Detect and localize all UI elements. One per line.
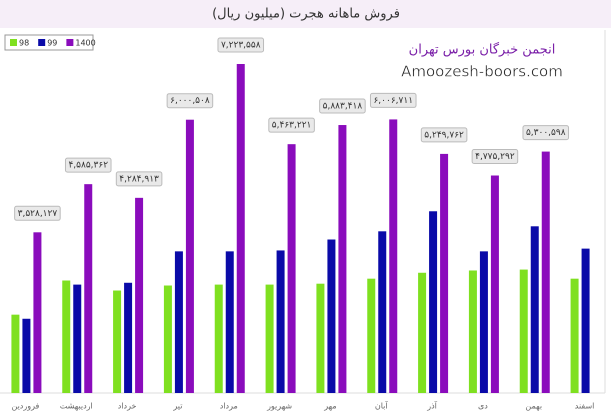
- legend-swatch: [10, 39, 17, 46]
- bar: [33, 232, 42, 393]
- value-label-box: [217, 37, 265, 53]
- x-tick-label: تیر: [172, 402, 182, 411]
- bar: [236, 64, 245, 393]
- bar: [490, 175, 499, 393]
- value-label: ۷,۲۲۳,۵۵۸: [221, 41, 261, 51]
- x-tick-label: مرداد: [220, 402, 238, 411]
- bar: [367, 278, 376, 393]
- bar: [316, 283, 325, 393]
- bar: [22, 318, 31, 393]
- legend-label: 1400: [75, 39, 95, 48]
- value-label: ۶,۰۰۰,۵۰۸: [170, 96, 210, 106]
- value-label-box: [522, 125, 570, 141]
- bar: [185, 119, 194, 393]
- bar: [73, 284, 82, 393]
- value-label-box: [166, 93, 214, 109]
- bar: [327, 239, 336, 393]
- bar: [519, 269, 528, 393]
- value-label-box: [319, 98, 366, 114]
- value-label: ۴,۲۸۴,۹۱۳: [119, 174, 159, 184]
- x-tick-label: مهر: [323, 402, 336, 411]
- title-bar: [0, 0, 611, 28]
- bar: [418, 272, 427, 393]
- bar: [440, 153, 449, 393]
- bar: [214, 284, 223, 393]
- watermark-url: Amoozesh-boors.com: [401, 63, 563, 81]
- value-label-box: [471, 149, 519, 165]
- x-tick-label: آبان: [375, 401, 389, 411]
- value-label: ۳,۵۲۸,۱۲۷: [18, 209, 58, 219]
- x-tick-label: دی: [478, 402, 488, 411]
- x-tick-label: بهمن: [525, 402, 542, 411]
- bar: [338, 125, 347, 394]
- bar: [541, 151, 550, 393]
- bar: [479, 251, 488, 393]
- bar: [225, 251, 234, 393]
- x-tick-label: شهریور: [266, 402, 292, 411]
- value-label: ۵,۴۶۳,۲۲۱: [272, 121, 312, 131]
- bar: [378, 231, 387, 393]
- bar: [581, 248, 590, 393]
- bar: [135, 197, 144, 393]
- legend-label: 98: [19, 39, 29, 48]
- bar: [276, 250, 285, 393]
- value-label: ۵,۳۰۰,۵۹۸: [526, 128, 566, 138]
- bar: [429, 211, 438, 393]
- legend-label: 99: [47, 39, 57, 48]
- bar: [468, 270, 477, 393]
- value-label: ۵,۲۴۹,۷۶۲: [424, 130, 464, 140]
- value-label-box: [268, 117, 315, 133]
- bar: [84, 184, 93, 393]
- watermark-title: انجمن خبرگان بورس تهران: [409, 42, 556, 58]
- bar: [163, 285, 172, 393]
- x-tick-label: فروردین: [11, 402, 39, 411]
- bar: [62, 280, 71, 393]
- x-tick-label: آذر: [426, 401, 437, 411]
- legend-box: [4, 34, 94, 51]
- bar: [389, 119, 398, 393]
- value-label: ۶,۰۰۶,۷۱۱: [373, 96, 413, 106]
- bar: [570, 278, 579, 393]
- value-label: ۵,۸۸۳,۴۱۸: [323, 102, 363, 112]
- bar: [11, 314, 20, 393]
- bar: [113, 290, 122, 393]
- value-label-box: [14, 205, 61, 221]
- x-tick-label: اسفند: [575, 402, 595, 411]
- chart-title: فروش ماهانه هجرت (میلیون ریال): [212, 7, 400, 22]
- value-label-box: [369, 92, 417, 108]
- value-label: ۴,۷۷۵,۲۹۲: [475, 152, 515, 162]
- bar: [124, 282, 133, 393]
- x-tick-label: خرداد: [118, 402, 137, 411]
- bar: [287, 144, 296, 393]
- bar: [265, 284, 274, 393]
- value-label-box: [420, 127, 468, 143]
- bar: [174, 251, 183, 393]
- legend-swatch: [66, 39, 74, 46]
- value-label-box: [64, 157, 112, 173]
- bar: [530, 226, 539, 393]
- value-label-box: [115, 171, 163, 187]
- x-tick-label: اردیبهشت: [60, 402, 93, 411]
- value-label: ۴,۵۸۵,۳۶۲: [68, 161, 108, 171]
- legend-swatch: [38, 39, 46, 46]
